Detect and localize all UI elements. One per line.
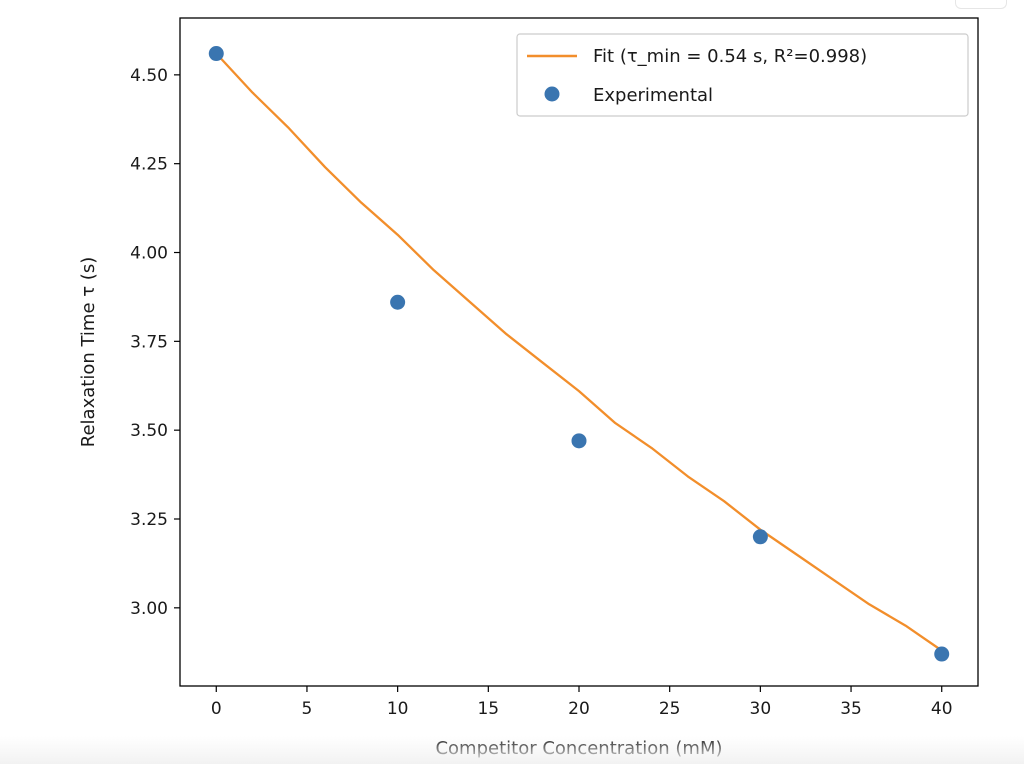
experimental-point xyxy=(390,294,406,310)
y-tick-label: 3.75 xyxy=(130,332,168,352)
x-tick-label: 10 xyxy=(387,699,409,719)
plot-series xyxy=(208,46,950,662)
x-axis-label: Competitor Concentration (mM) xyxy=(435,738,722,759)
y-tick-label: 4.50 xyxy=(130,66,168,86)
window-corner-tab xyxy=(955,0,1007,9)
legend-experimental-label: Experimental xyxy=(593,85,713,106)
x-tick-label: 25 xyxy=(659,699,681,719)
x-tick-label: 5 xyxy=(302,699,313,719)
fit-line xyxy=(215,52,943,652)
experimental-point xyxy=(752,529,768,545)
x-tick-label: 15 xyxy=(477,699,499,719)
y-tick-label: 3.50 xyxy=(130,421,168,441)
y-axis: 3.00 3.25 3.50 3.75 4.00 4.25 4.50 xyxy=(130,66,180,619)
experimental-point xyxy=(208,46,224,62)
legend-fit-label: Fit (τ_min = 0.54 s, R²=0.998) xyxy=(593,46,867,67)
x-tick-label: 35 xyxy=(840,699,862,719)
y-tick-label: 3.00 xyxy=(130,599,168,619)
experimental-point xyxy=(571,433,587,449)
legend-box xyxy=(516,33,969,117)
experimental-point xyxy=(934,646,950,662)
legend: Fit (τ_min = 0.54 s, R²=0.998) Experimen… xyxy=(516,33,969,117)
x-tick-label: 20 xyxy=(568,699,590,719)
y-axis-label: Relaxation Time τ (s) xyxy=(78,257,99,447)
y-tick-label: 4.25 xyxy=(130,155,168,175)
plot-frame xyxy=(179,17,979,687)
y-tick-label: 3.25 xyxy=(130,510,168,530)
x-tick-label: 0 xyxy=(211,699,222,719)
x-tick-label: 40 xyxy=(931,699,953,719)
x-tick-label: 30 xyxy=(750,699,772,719)
y-tick-label: 4.00 xyxy=(130,244,168,264)
legend-experimental-marker xyxy=(544,86,560,102)
x-axis: 0 5 10 15 20 25 30 35 40 xyxy=(211,686,953,719)
